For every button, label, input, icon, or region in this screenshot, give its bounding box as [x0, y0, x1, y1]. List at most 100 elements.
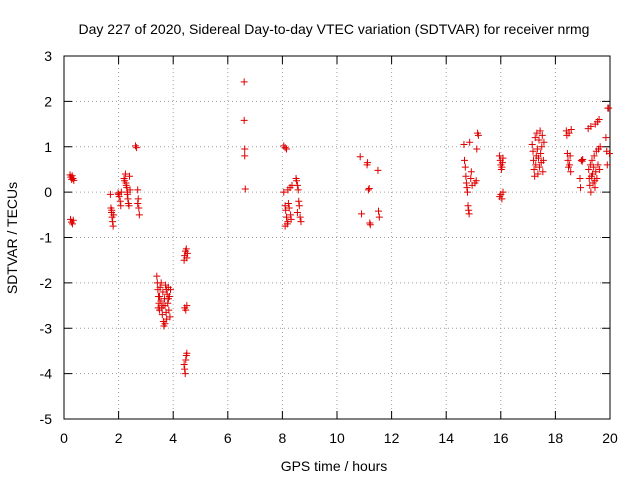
x-tick-label: 18	[548, 430, 564, 446]
data-point	[132, 142, 140, 150]
data-point	[110, 211, 118, 219]
data-points	[66, 78, 613, 378]
data-point	[125, 202, 133, 210]
data-point	[181, 365, 189, 373]
data-point	[605, 150, 613, 158]
data-point	[295, 202, 303, 210]
data-point	[281, 144, 289, 152]
data-point	[165, 295, 173, 303]
data-point	[374, 166, 382, 174]
x-axis-label: GPS time / hours	[281, 458, 388, 474]
data-point	[590, 152, 598, 160]
data-point	[124, 195, 132, 203]
data-point	[116, 197, 124, 205]
data-point	[293, 181, 301, 189]
data-point	[183, 349, 191, 357]
data-point	[565, 129, 573, 137]
data-point	[365, 184, 373, 192]
data-point	[366, 219, 374, 227]
data-point	[498, 163, 506, 171]
data-point	[463, 184, 471, 192]
data-point	[460, 156, 468, 164]
data-point	[530, 156, 538, 164]
data-point	[183, 249, 191, 257]
y-tick-label: 0	[44, 184, 52, 200]
y-tick-label: -3	[40, 320, 53, 336]
y-axis-label: SDTVAR / TECUs	[4, 182, 20, 294]
y-tick-label: -2	[40, 275, 53, 291]
data-point	[576, 175, 584, 183]
data-point	[534, 170, 542, 178]
data-point	[165, 306, 173, 314]
data-point	[465, 210, 473, 218]
data-point	[499, 154, 507, 162]
data-point	[108, 206, 116, 214]
x-tick-label: 16	[493, 430, 509, 446]
x-tick-label: 10	[329, 430, 345, 446]
data-point	[180, 361, 188, 369]
data-point	[460, 140, 468, 148]
x-tick-label: 4	[169, 430, 177, 446]
data-point	[69, 216, 77, 224]
data-point	[374, 207, 382, 215]
data-point	[529, 147, 537, 155]
data-point	[287, 211, 295, 219]
data-point	[162, 286, 170, 294]
data-point	[474, 131, 482, 139]
data-point	[499, 188, 507, 196]
data-point	[296, 213, 304, 221]
data-point	[498, 159, 506, 167]
data-point	[462, 179, 470, 187]
data-point	[69, 175, 77, 183]
data-point	[134, 195, 142, 203]
data-point	[156, 292, 164, 300]
data-point	[461, 163, 469, 171]
data-point	[122, 181, 130, 189]
data-point	[284, 199, 292, 207]
data-point	[157, 279, 165, 287]
data-point	[159, 302, 167, 310]
data-point	[539, 156, 547, 164]
data-point	[183, 302, 191, 310]
data-point	[564, 156, 572, 164]
data-point	[603, 161, 611, 169]
data-point	[182, 356, 190, 364]
data-point	[70, 176, 78, 184]
data-point	[117, 202, 125, 210]
data-point	[498, 195, 506, 203]
data-point	[588, 156, 596, 164]
data-point	[161, 320, 169, 328]
data-point	[566, 161, 574, 169]
data-point	[157, 297, 165, 305]
data-point	[579, 155, 587, 163]
data-point	[135, 211, 143, 219]
data-point	[241, 185, 249, 193]
data-point	[602, 134, 610, 142]
data-point	[364, 186, 372, 194]
data-point	[133, 144, 141, 152]
data-point	[294, 186, 302, 194]
data-point	[280, 188, 288, 196]
data-point	[465, 206, 473, 214]
data-point	[293, 177, 301, 185]
data-point	[591, 184, 599, 192]
data-point	[535, 136, 543, 144]
data-point	[593, 175, 601, 183]
data-point	[282, 145, 290, 153]
data-point	[114, 189, 122, 197]
data-point	[528, 140, 536, 148]
y-tick-label: 3	[44, 48, 52, 64]
data-point	[530, 165, 538, 173]
data-point	[124, 188, 132, 196]
data-point	[182, 306, 190, 314]
data-point	[463, 188, 471, 196]
data-point	[467, 168, 475, 176]
data-point	[587, 188, 595, 196]
data-point	[566, 152, 574, 160]
data-point	[577, 156, 585, 164]
data-point	[154, 304, 162, 312]
data-point	[117, 188, 125, 196]
